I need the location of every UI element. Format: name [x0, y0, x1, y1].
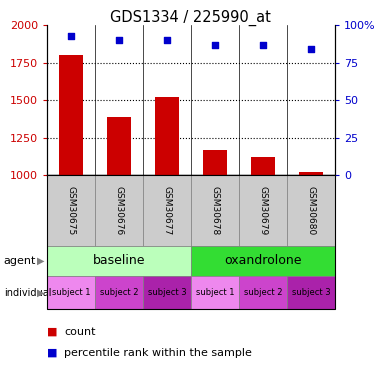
Point [212, 42, 218, 48]
Point [116, 37, 122, 43]
Text: count: count [64, 327, 96, 337]
Point [308, 46, 314, 52]
Text: subject 2: subject 2 [243, 288, 282, 297]
Text: GSM30680: GSM30680 [306, 186, 315, 235]
Text: subject 1: subject 1 [51, 288, 90, 297]
Text: subject 1: subject 1 [195, 288, 234, 297]
Text: baseline: baseline [93, 254, 145, 267]
Text: GDS1334 / 225990_at: GDS1334 / 225990_at [110, 9, 271, 26]
Text: subject 3: subject 3 [147, 288, 186, 297]
Text: percentile rank within the sample: percentile rank within the sample [64, 348, 252, 357]
Text: GSM30677: GSM30677 [162, 186, 171, 235]
Text: individual: individual [4, 288, 51, 297]
Point [164, 37, 170, 43]
Text: oxandrolone: oxandrolone [224, 254, 302, 267]
Point [68, 33, 74, 39]
Bar [299, 172, 323, 175]
Text: agent: agent [4, 256, 36, 266]
Text: ▶: ▶ [37, 256, 45, 266]
Text: GSM30678: GSM30678 [210, 186, 219, 235]
Text: ■: ■ [47, 327, 58, 337]
Bar [107, 117, 131, 175]
Text: ▶: ▶ [37, 288, 45, 297]
Bar [59, 55, 83, 175]
Bar [203, 150, 227, 175]
Text: GSM30676: GSM30676 [114, 186, 123, 235]
Text: ■: ■ [47, 348, 58, 357]
Text: GSM30679: GSM30679 [258, 186, 267, 235]
Text: GSM30675: GSM30675 [66, 186, 75, 235]
Bar [251, 157, 275, 175]
Text: subject 3: subject 3 [291, 288, 330, 297]
Text: subject 2: subject 2 [99, 288, 138, 297]
Bar [155, 97, 179, 175]
Point [260, 42, 266, 48]
